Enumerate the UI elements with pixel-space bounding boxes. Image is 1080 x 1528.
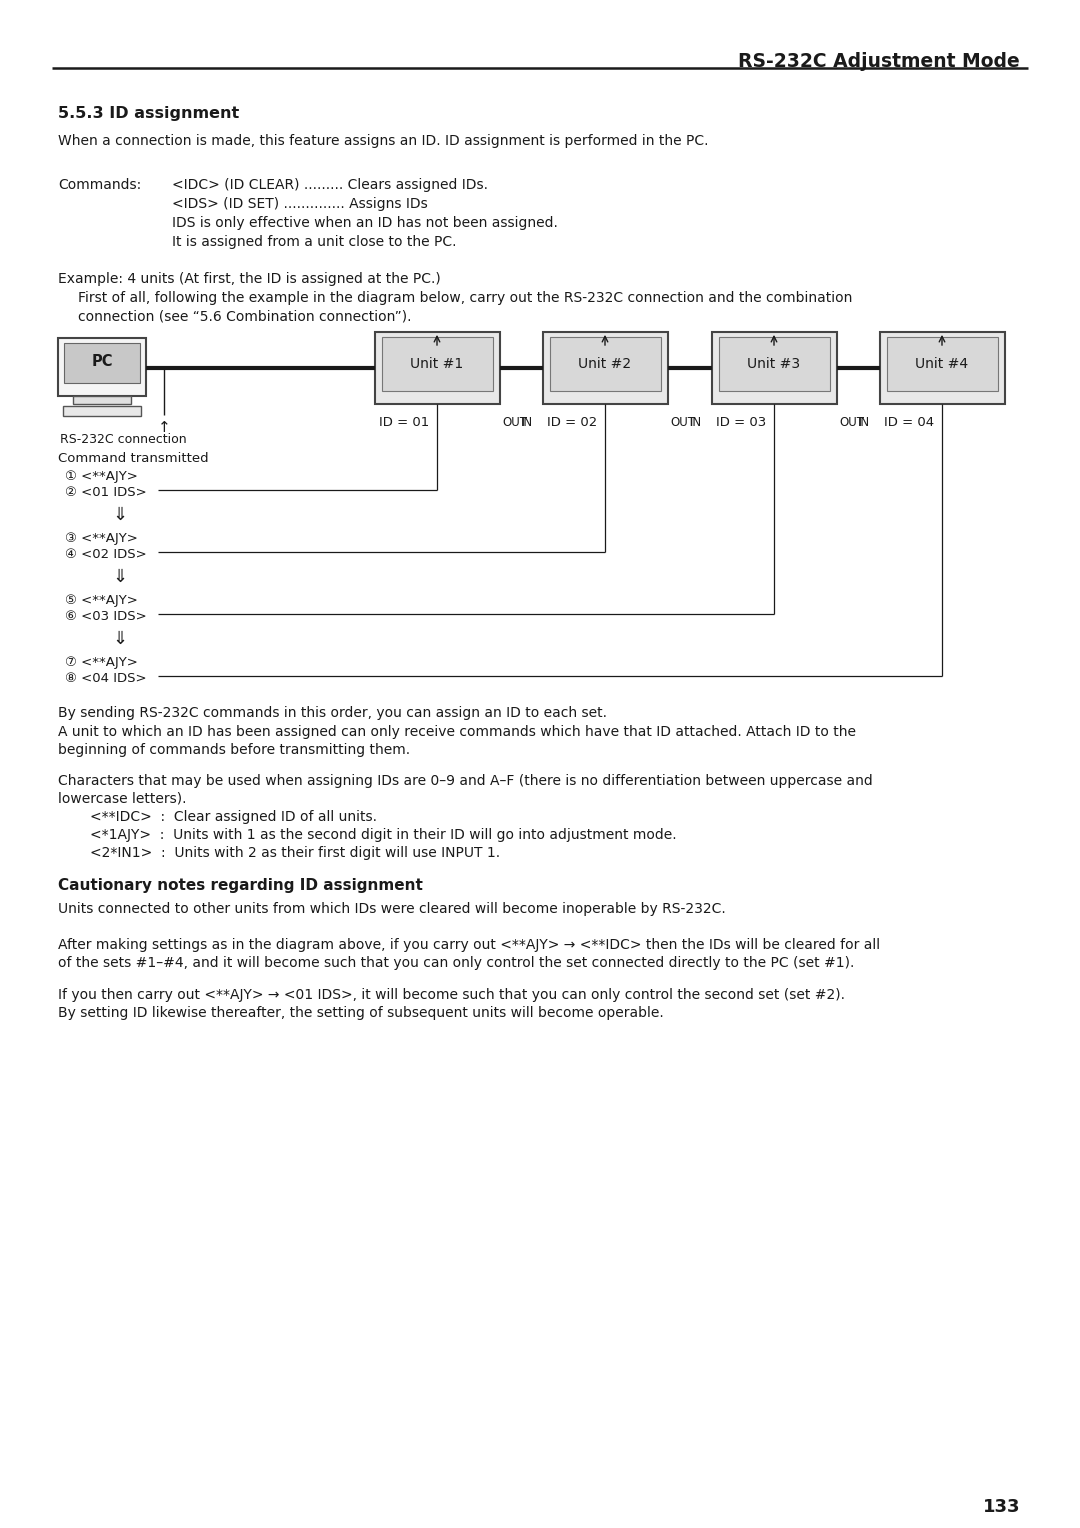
Text: <2*IN1>  :  Units with 2 as their first digit will use INPUT 1.: <2*IN1> : Units with 2 as their first di… xyxy=(90,847,500,860)
Text: ① <**AJY>: ① <**AJY> xyxy=(65,471,138,483)
Text: ⑤ <**AJY>: ⑤ <**AJY> xyxy=(65,594,138,607)
Text: ⑦ <**AJY>: ⑦ <**AJY> xyxy=(65,656,138,669)
Bar xyxy=(719,338,831,391)
Text: First of all, following the example in the diagram below, carry out the RS-232C : First of all, following the example in t… xyxy=(78,290,852,306)
Text: of the sets #1–#4, and it will become such that you can only control the set con: of the sets #1–#4, and it will become su… xyxy=(58,957,854,970)
Text: OUT: OUT xyxy=(839,416,864,429)
Text: RS-232C Adjustment Mode: RS-232C Adjustment Mode xyxy=(739,52,1020,70)
Bar xyxy=(63,406,141,416)
Text: After making settings as in the diagram above, if you carry out <**AJY> → <**IDC: After making settings as in the diagram … xyxy=(58,938,880,952)
Text: ⇓: ⇓ xyxy=(112,506,127,524)
Bar xyxy=(375,332,500,403)
Text: OUT: OUT xyxy=(670,416,696,429)
Text: Example: 4 units (At first, the ID is assigned at the PC.): Example: 4 units (At first, the ID is as… xyxy=(58,272,441,286)
Text: ④ <02 IDS>: ④ <02 IDS> xyxy=(65,549,147,561)
Text: By sending RS-232C commands in this order, you can assign an ID to each set.: By sending RS-232C commands in this orde… xyxy=(58,706,607,720)
Text: IDS is only effective when an ID has not been assigned.: IDS is only effective when an ID has not… xyxy=(172,215,558,231)
Text: Units connected to other units from which IDs were cleared will become inoperabl: Units connected to other units from whic… xyxy=(58,902,726,915)
Text: Cautionary notes regarding ID assignment: Cautionary notes regarding ID assignment xyxy=(58,879,423,892)
Text: Unit #3: Unit #3 xyxy=(747,358,800,371)
Text: ③ <**AJY>: ③ <**AJY> xyxy=(65,532,138,545)
Text: <IDC> (ID CLEAR) ......... Clears assigned IDs.: <IDC> (ID CLEAR) ......... Clears assign… xyxy=(172,177,488,193)
Bar xyxy=(64,342,140,384)
Text: It is assigned from a unit close to the PC.: It is assigned from a unit close to the … xyxy=(172,235,457,249)
Text: <**IDC>  :  Clear assigned ID of all units.: <**IDC> : Clear assigned ID of all units… xyxy=(90,810,377,824)
Text: <IDS> (ID SET) .............. Assigns IDs: <IDS> (ID SET) .............. Assigns ID… xyxy=(172,197,428,211)
Text: OUT: OUT xyxy=(502,416,527,429)
Text: Unit #1: Unit #1 xyxy=(410,358,463,371)
Text: When a connection is made, this feature assigns an ID. ID assignment is performe: When a connection is made, this feature … xyxy=(58,134,708,148)
Text: 5.5.3 ID assignment: 5.5.3 ID assignment xyxy=(58,105,240,121)
Text: Unit #4: Unit #4 xyxy=(916,358,969,371)
Text: ↑: ↑ xyxy=(158,420,171,435)
Text: <*1AJY>  :  Units with 1 as the second digit in their ID will go into adjustment: <*1AJY> : Units with 1 as the second dig… xyxy=(90,828,677,842)
Text: beginning of commands before transmitting them.: beginning of commands before transmittin… xyxy=(58,743,410,756)
Text: PC: PC xyxy=(91,353,112,368)
Text: ID = 02: ID = 02 xyxy=(546,416,597,429)
Text: Unit #2: Unit #2 xyxy=(579,358,632,371)
Text: Commands:: Commands: xyxy=(58,177,141,193)
Text: ⑥ <03 IDS>: ⑥ <03 IDS> xyxy=(65,610,147,623)
Text: IN: IN xyxy=(858,416,870,429)
Bar xyxy=(58,338,146,396)
Text: ② <01 IDS>: ② <01 IDS> xyxy=(65,486,147,500)
Text: IN: IN xyxy=(521,416,534,429)
Bar xyxy=(543,332,669,403)
Text: A unit to which an ID has been assigned can only receive commands which have tha: A unit to which an ID has been assigned … xyxy=(58,724,856,740)
Text: ID = 01: ID = 01 xyxy=(379,416,429,429)
Text: ⇓: ⇓ xyxy=(112,568,127,587)
Text: ⇓: ⇓ xyxy=(112,630,127,648)
Text: By setting ID likewise thereafter, the setting of subsequent units will become o: By setting ID likewise thereafter, the s… xyxy=(58,1005,664,1021)
Bar xyxy=(712,332,837,403)
Text: ID = 04: ID = 04 xyxy=(885,416,934,429)
Text: RS-232C connection: RS-232C connection xyxy=(60,432,187,446)
Text: Characters that may be used when assigning IDs are 0–9 and A–F (there is no diff: Characters that may be used when assigni… xyxy=(58,775,873,788)
Text: ⑧ <04 IDS>: ⑧ <04 IDS> xyxy=(65,672,147,685)
Bar xyxy=(73,396,131,403)
Text: connection (see “5.6 Combination connection”).: connection (see “5.6 Combination connect… xyxy=(78,309,411,322)
Text: If you then carry out <**AJY> → <01 IDS>, it will become such that you can only : If you then carry out <**AJY> → <01 IDS>… xyxy=(58,989,845,1002)
Bar xyxy=(550,338,661,391)
Bar xyxy=(382,338,492,391)
Text: Command transmitted: Command transmitted xyxy=(58,452,208,465)
Bar xyxy=(887,338,998,391)
Text: lowercase letters).: lowercase letters). xyxy=(58,792,187,805)
Text: 133: 133 xyxy=(983,1497,1020,1516)
Bar xyxy=(880,332,1005,403)
Text: ID = 03: ID = 03 xyxy=(716,416,766,429)
Text: IN: IN xyxy=(690,416,702,429)
